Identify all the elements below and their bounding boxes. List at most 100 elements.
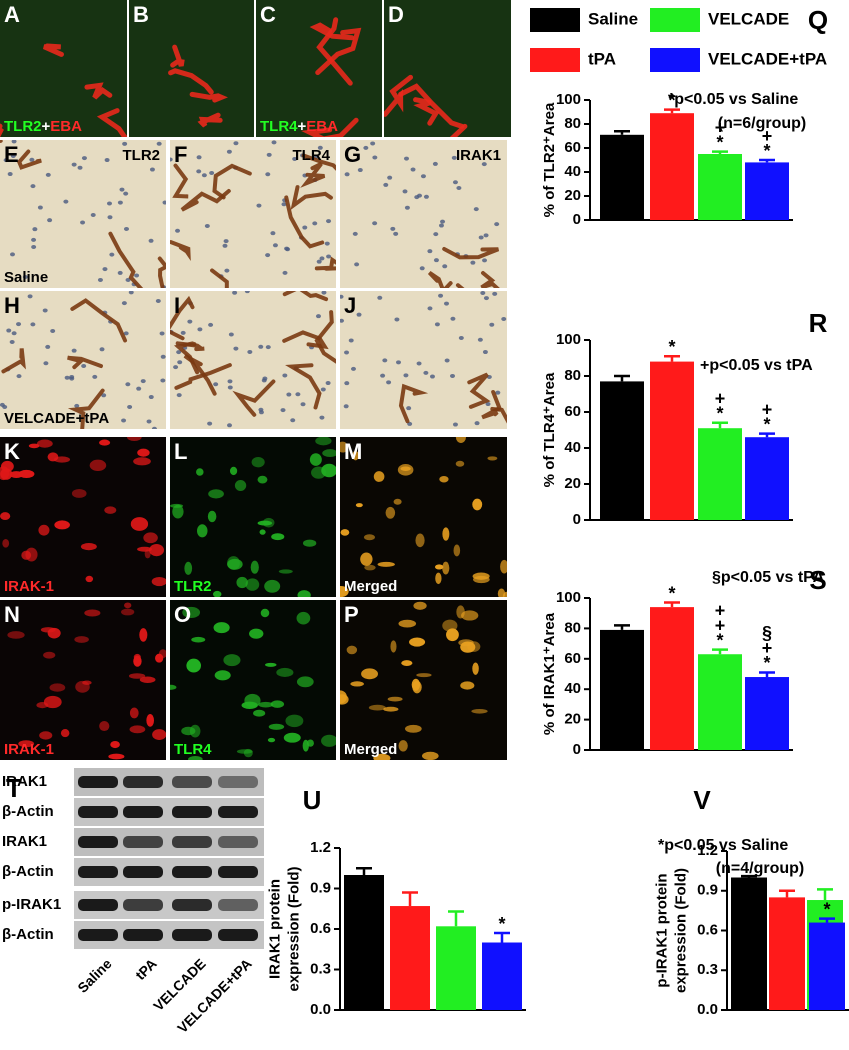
- cell: [241, 701, 258, 710]
- cell: [99, 721, 110, 732]
- nucleus: [427, 306, 433, 311]
- nucleus: [160, 378, 166, 383]
- legend-label: tPA: [588, 49, 616, 68]
- cell: [214, 670, 231, 681]
- nucleus: [382, 358, 388, 363]
- nucleus: [438, 223, 444, 228]
- nucleus: [159, 331, 165, 336]
- vessel: [174, 363, 232, 390]
- micrograph: J: [340, 291, 507, 429]
- micrograph-content: [170, 140, 336, 288]
- blot-band: [78, 866, 118, 878]
- nucleus: [37, 205, 43, 210]
- cell: [487, 456, 498, 461]
- label-part: IRAK-1: [4, 578, 54, 595]
- blot-band: [172, 899, 212, 911]
- cell: [36, 439, 53, 448]
- panel-letter: P: [344, 602, 359, 627]
- vessel: [170, 44, 185, 68]
- nucleus: [386, 380, 392, 385]
- nucleus: [456, 185, 462, 190]
- micrograph-content: [170, 437, 336, 597]
- vessel: [16, 149, 42, 170]
- cell: [322, 449, 336, 458]
- nucleus: [175, 228, 181, 233]
- significance-mark: +: [715, 600, 726, 620]
- bar: [600, 134, 644, 220]
- cell: [361, 668, 378, 680]
- cell: [43, 695, 62, 709]
- y-tick-label: 1.2: [310, 839, 331, 856]
- cell: [71, 488, 87, 498]
- error-bar: [759, 671, 775, 678]
- label-part: EBA: [50, 118, 82, 135]
- y-tick-label: 0.3: [310, 960, 331, 977]
- cell: [120, 608, 135, 616]
- panel-letter: Q: [808, 5, 828, 35]
- nucleus: [434, 322, 440, 327]
- legend-swatch: [530, 8, 580, 32]
- nucleus: [47, 218, 53, 223]
- bar: [745, 677, 789, 750]
- y-axis-label: expression (Fold): [672, 868, 689, 993]
- micrograph-content: [129, 0, 254, 137]
- cell: [264, 662, 277, 667]
- micrograph-bg: [340, 600, 507, 760]
- nucleus: [244, 291, 250, 294]
- nucleus: [432, 161, 438, 166]
- nucleus: [481, 162, 487, 167]
- vessel: [467, 372, 491, 409]
- significance-mark: *: [763, 141, 770, 161]
- nucleus: [127, 404, 133, 409]
- nucleus: [117, 270, 123, 275]
- panel-label: VELCADE+tPA: [4, 410, 109, 427]
- panel-label: IRAK-1: [4, 578, 54, 595]
- cell: [259, 529, 266, 535]
- nucleus: [121, 301, 127, 306]
- cell: [260, 608, 270, 618]
- nucleus: [344, 350, 350, 355]
- nucleus: [42, 308, 48, 313]
- cell: [89, 459, 107, 471]
- blot-band: [172, 776, 212, 788]
- bar: [344, 875, 384, 1010]
- micrograph: K IRAK-1: [0, 437, 166, 597]
- cell: [197, 524, 208, 538]
- cell: [461, 610, 479, 621]
- panel-letter: K: [4, 439, 20, 464]
- cell: [188, 756, 203, 760]
- y-tick-label: 1.2: [697, 842, 718, 859]
- nucleus: [344, 172, 350, 177]
- nucleus: [452, 180, 458, 185]
- nucleus: [123, 331, 129, 336]
- nucleus: [363, 145, 369, 150]
- nucleus: [125, 382, 131, 387]
- cell: [144, 549, 151, 559]
- cell: [442, 527, 450, 541]
- cell: [309, 453, 322, 466]
- panel-letter: L: [174, 439, 187, 464]
- nucleus: [474, 421, 480, 426]
- cell: [460, 681, 475, 690]
- nucleus: [492, 291, 498, 296]
- nucleus: [180, 330, 186, 335]
- micrograph-bg: [384, 0, 511, 137]
- nucleus: [29, 157, 35, 162]
- nucleus: [489, 322, 495, 327]
- blot-band: [218, 899, 258, 911]
- y-tick-label: 0.9: [697, 882, 718, 899]
- nucleus: [354, 262, 360, 267]
- significance-mark: +: [762, 126, 773, 146]
- cell: [227, 558, 243, 570]
- cell: [229, 466, 238, 476]
- nucleus: [149, 167, 155, 172]
- vessel: [384, 74, 414, 117]
- y-tick-label: 60: [564, 403, 581, 420]
- nucleus: [233, 141, 239, 146]
- micrograph: C TLR4+EBA: [256, 0, 382, 137]
- nucleus: [429, 374, 435, 379]
- nucleus: [227, 385, 233, 390]
- nucleus: [97, 277, 103, 282]
- nucleus: [233, 346, 239, 351]
